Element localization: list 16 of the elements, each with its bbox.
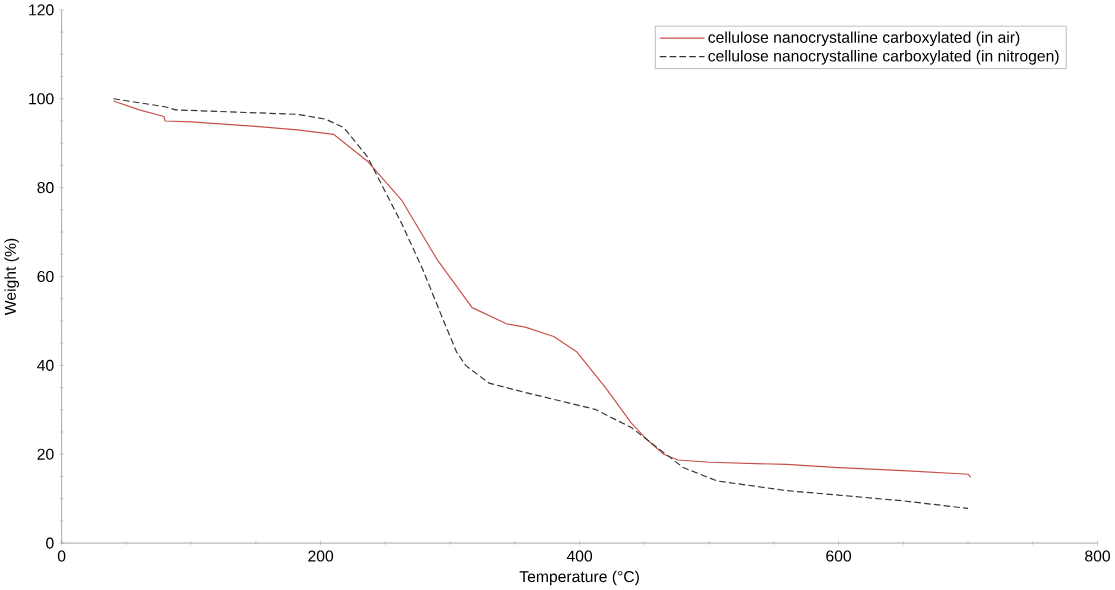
y-tick-label: 60 — [37, 271, 54, 283]
legend-label: cellulose nanocrystalline carboxylated (in nitrogen) — [708, 50, 1059, 65]
y-tick-label: 0 — [46, 537, 54, 549]
y-axis-title: Weight (%) — [4, 238, 20, 316]
y-tick-label: 20 — [37, 448, 54, 460]
x-tick-label: 600 — [826, 550, 852, 562]
x-axis-title: Temperature (°C) — [519, 570, 639, 586]
x-tick-label: 400 — [566, 550, 593, 562]
y-tick-label: 100 — [29, 93, 54, 105]
y-tick-label: 120 — [29, 4, 54, 16]
y-tick-label: 40 — [37, 359, 54, 372]
legend-label: cellulose nanocrystalline carboxylated (in air) — [708, 31, 1020, 47]
x-tick-label: 800 — [1085, 550, 1111, 562]
x-tick-label: 200 — [308, 550, 334, 562]
y-tick-label: 80 — [37, 182, 54, 194]
x-tick-label: 0 — [57, 550, 66, 562]
